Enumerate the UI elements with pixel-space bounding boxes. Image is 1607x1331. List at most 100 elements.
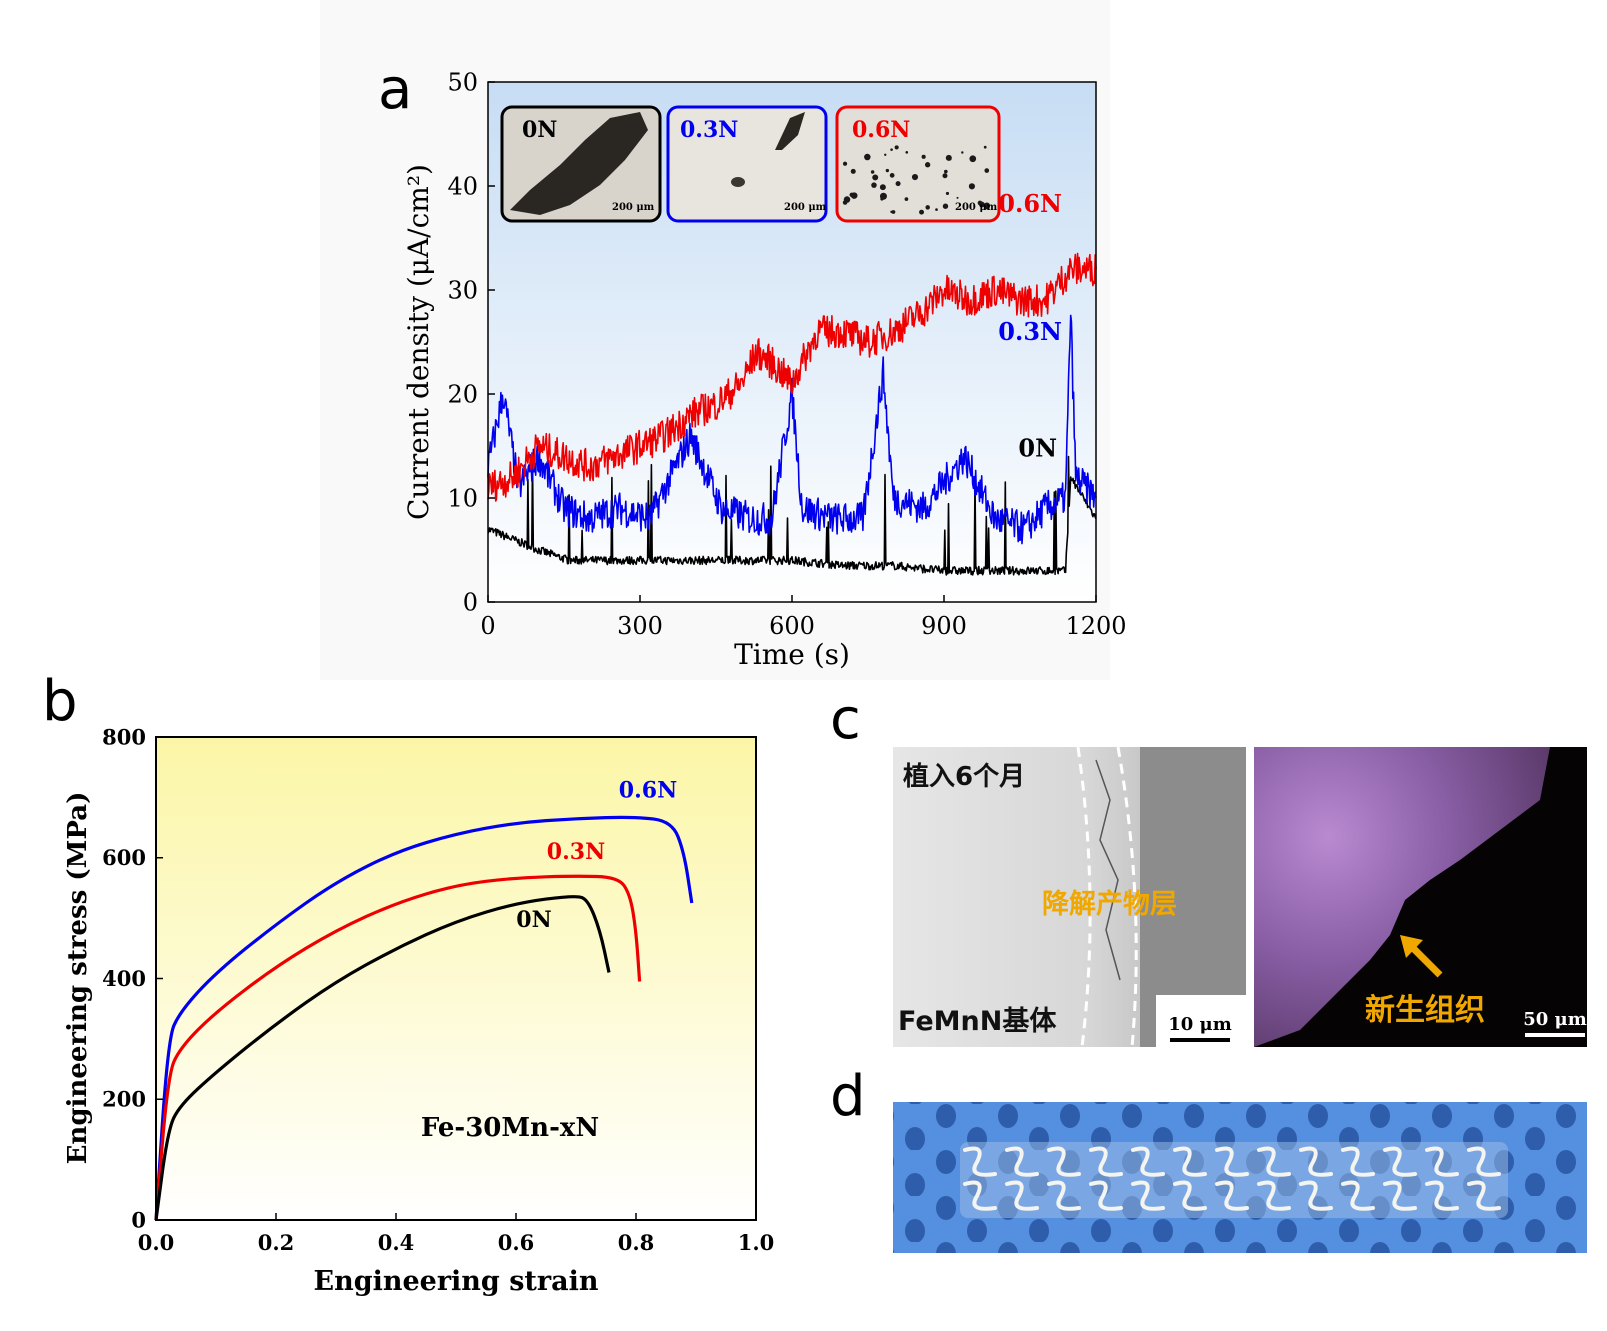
chart-b-xtick-label: 0.6	[498, 1230, 535, 1255]
chart-b-plot-area	[156, 737, 756, 1220]
chart-b-axes: 0.0 0.2 0.4 0.6 0.8 1.0 0 200 400 600 800	[102, 724, 774, 1255]
sem-crack	[1095, 759, 1121, 981]
chart-a-xtick-label: 900	[921, 612, 967, 640]
chart-b-series-0-6N	[154, 815, 694, 1221]
sem-boundary-left	[1076, 746, 1092, 1048]
chart-a-series-0-6N	[487, 252, 1097, 502]
inset-dot	[879, 184, 886, 191]
inset-dot	[850, 168, 856, 174]
panel-c-base-label: FeMnN基体	[898, 1006, 1057, 1037]
inset-dot	[942, 203, 949, 209]
chart-a-series-label-0-3N: 0.3N	[998, 317, 1062, 346]
panel-c: 植入6个月 降解产物层 FeMnN基体 10 μm 新生组织 50 μm	[893, 746, 1587, 1048]
chart-b-series-0-3N	[154, 874, 642, 1221]
inset-dot	[949, 158, 952, 161]
inset-0-3n-particle-1	[775, 112, 805, 150]
inset-dot	[911, 173, 919, 181]
inset-dot	[943, 169, 948, 174]
chart-b-xtick-label: 0.8	[618, 1230, 655, 1255]
chart-b-series-label-0-3N: 0.3N	[547, 839, 605, 865]
inset-dot	[984, 168, 990, 173]
chart-a-xtick-label: 600	[769, 612, 815, 640]
inset-0n-scale: 200 μm	[612, 202, 655, 213]
inset-dot	[961, 151, 964, 154]
inset-dot	[919, 209, 924, 215]
chart-a-ytick-label: 20	[447, 380, 478, 408]
chart-a-ytick-label: 50	[447, 68, 478, 96]
chart-a-series-0-3N	[487, 314, 1097, 545]
inset-dot	[921, 154, 926, 159]
inset-0n: 0N 200 μm	[500, 105, 662, 223]
chart-a-ytick-label: 40	[447, 172, 478, 200]
inset-dot	[891, 210, 896, 214]
chart-b-annotation: Fe-30Mn-xN	[421, 1113, 599, 1143]
inset-dot	[870, 170, 875, 174]
inset-0-6n: 0.6N 200 μm	[835, 105, 1001, 223]
inset-dot	[850, 192, 858, 199]
panel-c-tissue-label: 新生组织	[1365, 993, 1485, 1028]
stent-strut-row	[963, 1146, 1501, 1177]
inset-dot	[872, 174, 879, 181]
chart-b-ytick-label: 200	[102, 1087, 146, 1112]
chart-b-xtick-label: 0.0	[138, 1230, 175, 1255]
panel-c-left-scale: 10 μm	[1168, 1014, 1232, 1035]
sem-boundary-right	[1116, 746, 1138, 1048]
chart-b-xtick-label: 0.2	[258, 1230, 295, 1255]
chart-a-ytick-label: 0	[463, 588, 478, 616]
panel-c-sem-image: 植入6个月 降解产物层 FeMnN基体 10 μm	[893, 746, 1246, 1048]
inset-dot	[977, 200, 983, 206]
inset-dot	[958, 204, 961, 207]
chart-a-ylabel: Current density (μA/cm²)	[402, 164, 435, 520]
chart-b-ylabel: Engineering stress (MPa)	[63, 792, 93, 1165]
chart-b-series-label-0-6N: 0.6N	[619, 777, 677, 803]
inset-dot	[842, 161, 848, 166]
inset-dot	[969, 155, 977, 163]
inset-dot	[889, 172, 895, 178]
inset-dot	[885, 168, 890, 173]
inset-0-6n-scale: 200 μm	[955, 202, 998, 213]
chart-b-ytick-label: 400	[102, 966, 146, 991]
chart-a-ytick-label: 10	[447, 484, 478, 512]
panel-c-left-title: 植入6个月	[903, 762, 1025, 792]
chart-b-ytick-label: 800	[102, 724, 146, 749]
inset-dot	[935, 208, 938, 211]
inset-dot	[884, 153, 887, 156]
inset-0-6n-label: 0.6N	[852, 117, 910, 143]
inset-dot	[842, 200, 848, 205]
inset-0n-particle	[510, 112, 648, 215]
tissue-arrow-icon	[1400, 935, 1423, 958]
inset-0-6n-frame	[835, 105, 1001, 223]
inset-dot	[895, 181, 901, 187]
chart-a-axes: 0 300 600 900 1200 0 10 20 30 40 50	[447, 68, 1126, 640]
panel-letter-b: b	[42, 669, 78, 734]
stent-body	[960, 1142, 1508, 1218]
inset-0n-label: 0N	[522, 117, 557, 143]
inset-dot	[945, 191, 950, 196]
inset-dot	[871, 182, 877, 188]
inset-0-3n: 0.3N 200 μm	[666, 105, 828, 223]
chart-b-xtick-label: 0.4	[378, 1230, 415, 1255]
chart-b-xlabel: Engineering strain	[313, 1266, 598, 1297]
inset-dot	[925, 205, 930, 210]
tissue-scale-bar	[1525, 1033, 1585, 1037]
inset-dot	[956, 196, 959, 199]
inset-dot	[904, 197, 909, 201]
inset-dot	[905, 151, 909, 154]
inset-dot	[890, 210, 893, 214]
inset-0-3n-label: 0.3N	[680, 117, 738, 143]
chart-a-series-0N	[487, 455, 1097, 576]
chart-b-series-label-0N: 0N	[516, 907, 551, 933]
inset-dot	[983, 202, 991, 210]
panel-c-right-scale: 50 μm	[1523, 1009, 1587, 1030]
panel-letter-a: a	[378, 57, 412, 122]
chart-b-xtick-label: 1.0	[738, 1230, 775, 1255]
inset-0-3n-particle-2	[731, 177, 745, 187]
chart-a: 0.6N 0.3N 0N 0 300 600 900 1200 0 10 20 30 40 50 Tim…	[402, 68, 1127, 671]
inset-0-3n-scale: 200 μm	[784, 202, 827, 213]
chart-b-series-group: 0.6N 0.3N 0N	[154, 777, 694, 1221]
chart-b-ytick-label: 0	[131, 1207, 146, 1232]
sem-scale-bar	[1170, 1038, 1230, 1042]
tissue-arrow-shaft	[1407, 942, 1443, 978]
chart-a-xlabel: Time (s)	[734, 638, 850, 671]
